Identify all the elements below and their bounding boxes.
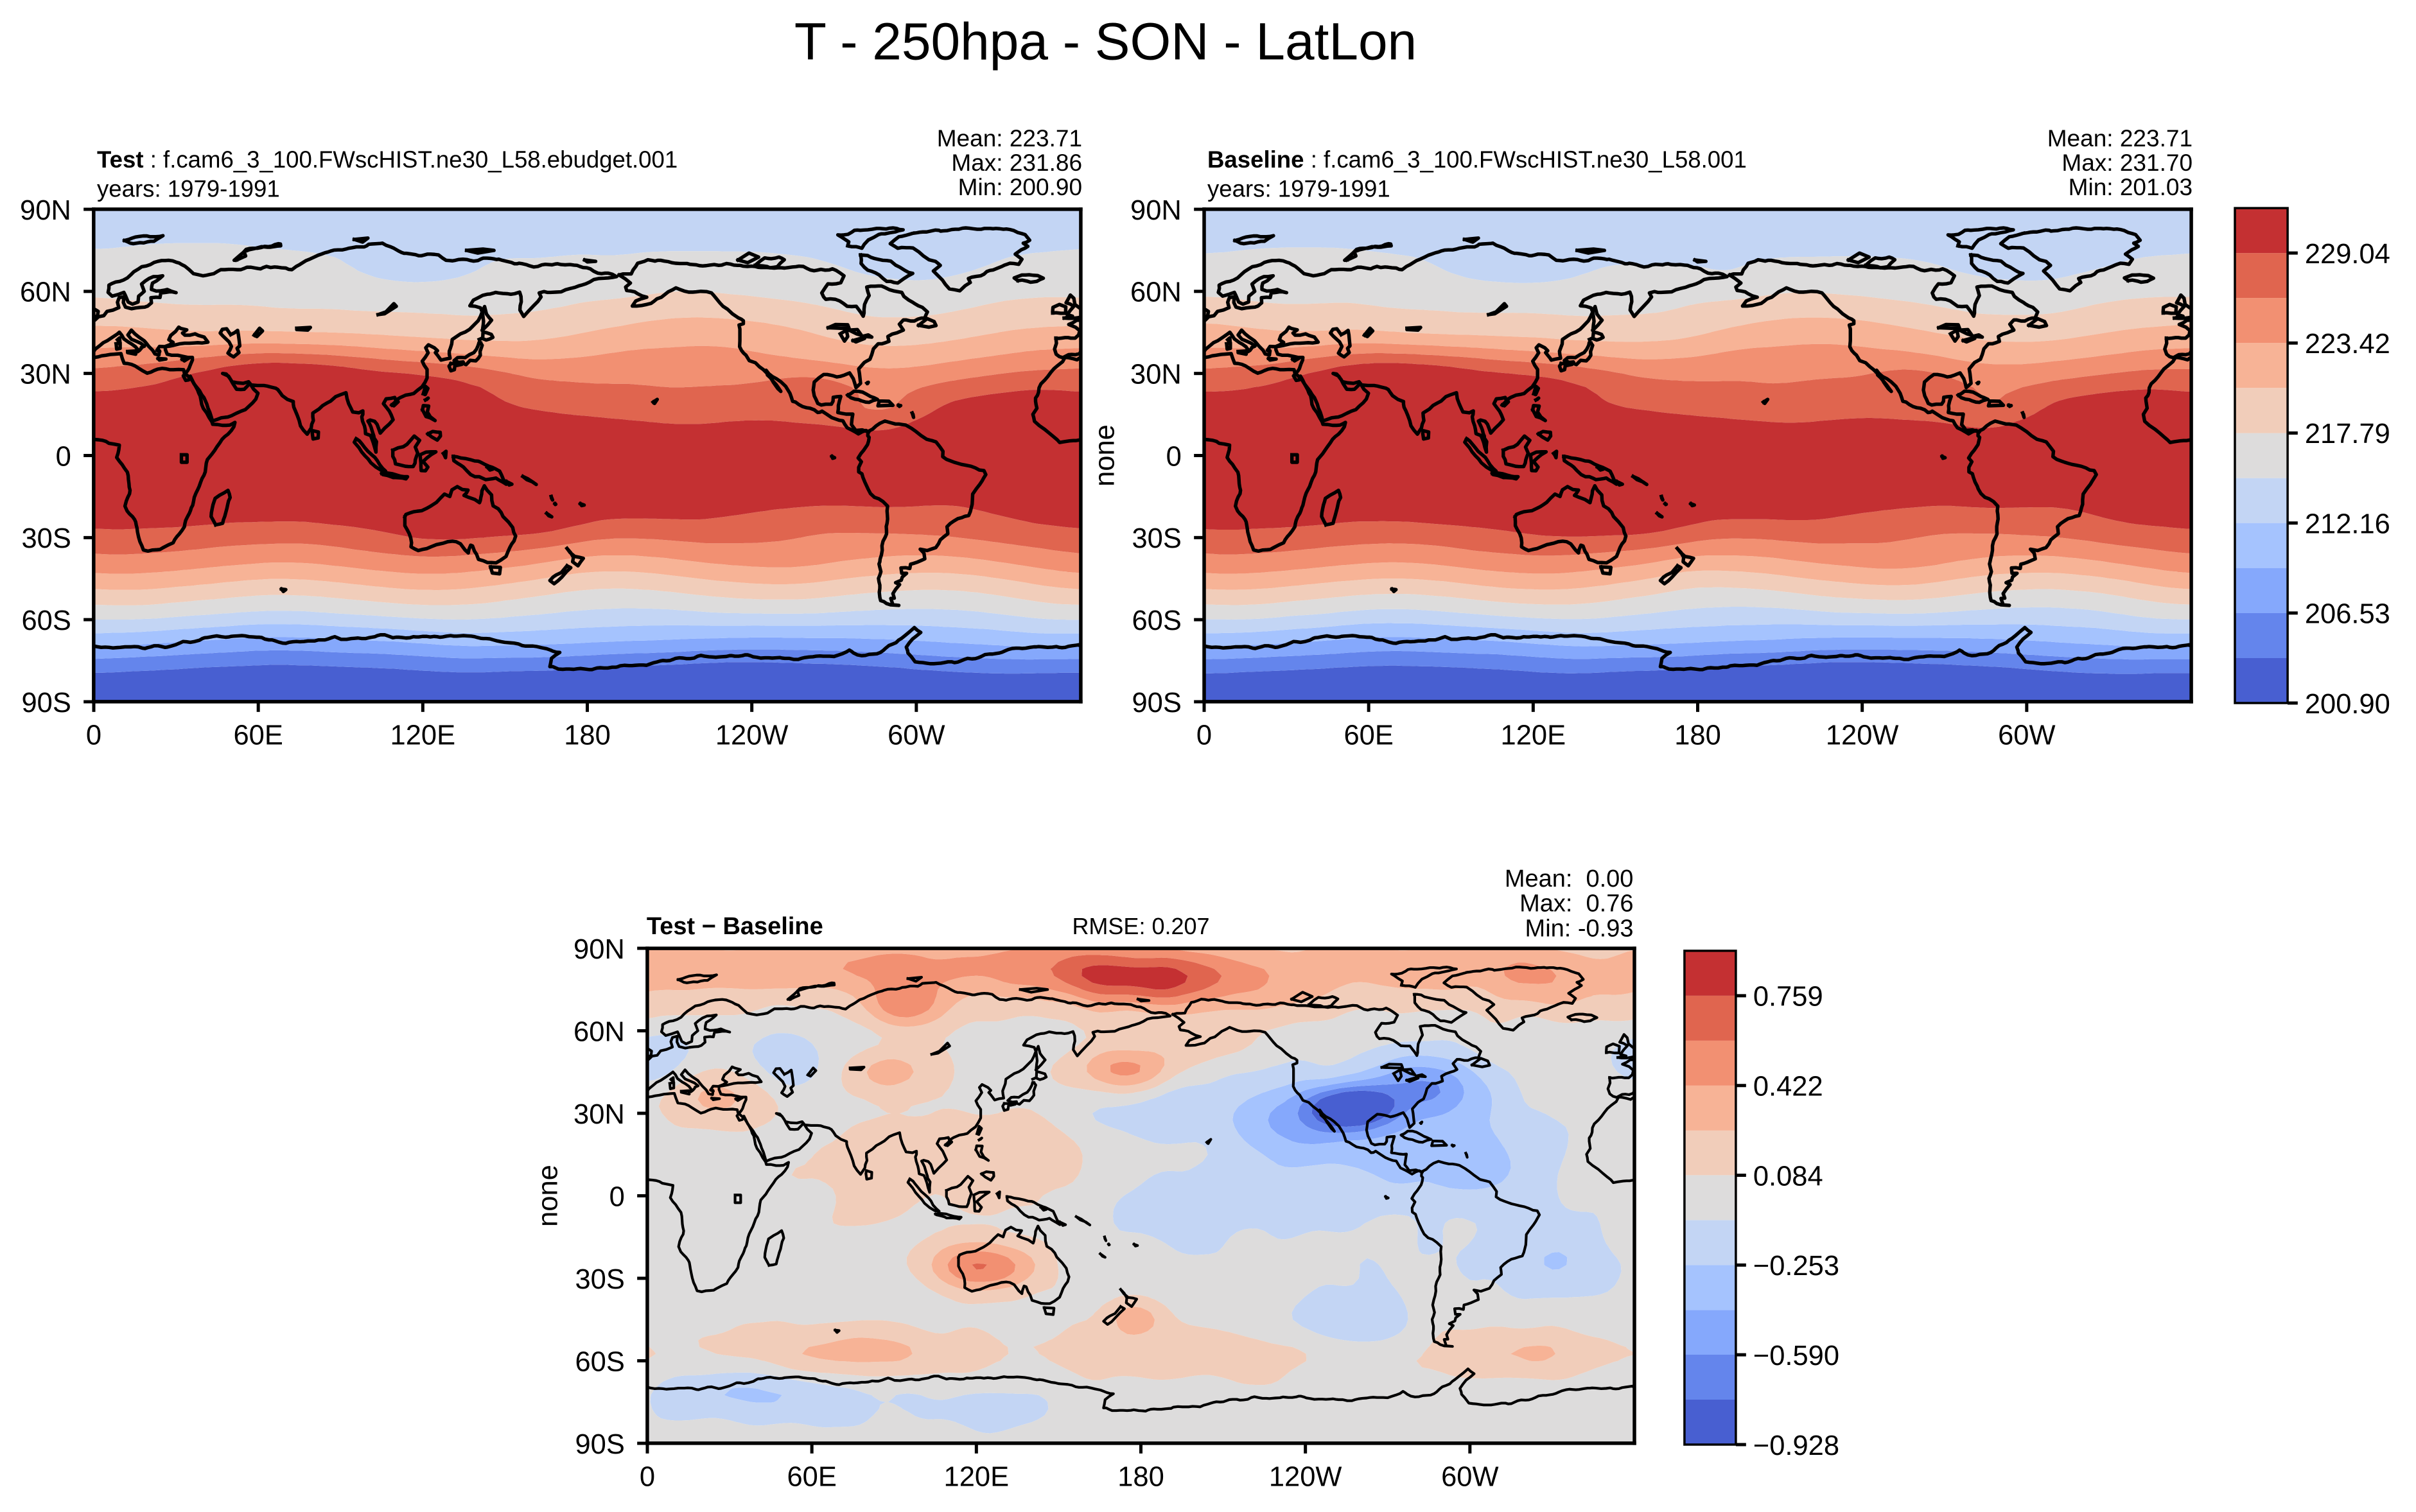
svg-text:years: 1979-1991: years: 1979-1991 (97, 175, 280, 202)
svg-text:223.42: 223.42 (2305, 329, 2390, 360)
svg-text:RMSE: 0.207: RMSE: 0.207 (1072, 913, 1209, 939)
svg-text:30S: 30S (21, 523, 71, 554)
svg-text:90S: 90S (575, 1429, 624, 1460)
svg-text:0: 0 (86, 720, 101, 751)
svg-text:120W: 120W (715, 720, 789, 751)
svg-text:60E: 60E (233, 720, 283, 751)
svg-text:Mean: 223.71: Mean: 223.71 (2047, 125, 2193, 152)
svg-text:180: 180 (1117, 1462, 1164, 1493)
svg-text:Test − Baseline: Test − Baseline (647, 913, 823, 940)
svg-text:0: 0 (1196, 720, 1212, 751)
svg-text:60W: 60W (888, 720, 945, 751)
svg-text:90N: 90N (1130, 195, 1182, 226)
svg-text:60N: 60N (1130, 277, 1182, 308)
svg-text:229.04: 229.04 (2305, 239, 2390, 270)
svg-text:Baseline: Baseline (1207, 146, 1304, 173)
svg-text:30S: 30S (1132, 523, 1181, 554)
svg-text:60E: 60E (1344, 720, 1393, 751)
svg-text:0: 0 (1166, 441, 1182, 472)
svg-text:0: 0 (56, 441, 71, 472)
svg-text:60W: 60W (1998, 720, 2055, 751)
svg-text:none: none (1089, 424, 1120, 487)
svg-text:90S: 90S (1132, 688, 1181, 718)
svg-text:−0.928: −0.928 (1753, 1430, 1839, 1461)
svg-text:90S: 90S (21, 688, 71, 718)
svg-text:217.79: 217.79 (2305, 419, 2390, 449)
svg-text:Max: 0.76: Max: 0.76 (1519, 891, 1633, 917)
svg-text:90N: 90N (573, 934, 625, 965)
svg-text:0.422: 0.422 (1753, 1071, 1823, 1102)
svg-text:Min: -0.93: Min: -0.93 (1525, 915, 1634, 942)
svg-text:Max: 231.86: Max: 231.86 (951, 150, 1082, 176)
svg-text:0.084: 0.084 (1753, 1161, 1823, 1192)
svg-text:60S: 60S (21, 605, 71, 636)
svg-text:−0.253: −0.253 (1753, 1251, 1839, 1282)
svg-text:212.16: 212.16 (2305, 508, 2390, 539)
svg-text:30N: 30N (573, 1099, 625, 1130)
svg-text:120W: 120W (1269, 1462, 1342, 1493)
svg-text:60E: 60E (787, 1462, 836, 1493)
svg-text:Mean: 223.71: Mean: 223.71 (937, 125, 1082, 152)
svg-text:60W: 60W (1441, 1462, 1498, 1493)
svg-text:Min: 201.03: Min: 201.03 (2069, 174, 2193, 200)
svg-text:none: none (532, 1165, 563, 1227)
svg-text:0: 0 (640, 1462, 655, 1493)
svg-text:−0.590: −0.590 (1753, 1341, 1839, 1371)
svg-text:206.53: 206.53 (2305, 599, 2390, 630)
svg-text:60S: 60S (575, 1346, 624, 1377)
svg-text:120W: 120W (1826, 720, 1899, 751)
svg-text:120E: 120E (1501, 720, 1566, 751)
svg-text:years: 1979-1991: years: 1979-1991 (1207, 175, 1390, 202)
svg-text:30S: 30S (575, 1264, 624, 1295)
svg-text:180: 180 (1674, 720, 1721, 751)
svg-text:: f.cam6_3_100.FWscHIST.ne30_L: : f.cam6_3_100.FWscHIST.ne30_L58.ebudget… (150, 146, 678, 173)
svg-text:120E: 120E (390, 720, 456, 751)
svg-text:200.90: 200.90 (2305, 689, 2390, 720)
svg-text:180: 180 (564, 720, 611, 751)
svg-text:Mean: 0.00: Mean: 0.00 (1505, 865, 1634, 892)
svg-text:30N: 30N (1130, 359, 1182, 390)
svg-text:30N: 30N (20, 359, 71, 390)
svg-text:Min: 200.90: Min: 200.90 (958, 174, 1082, 200)
svg-text:60S: 60S (1132, 605, 1181, 636)
svg-text:90N: 90N (20, 195, 71, 226)
svg-text:60N: 60N (573, 1016, 625, 1047)
svg-text:0: 0 (609, 1181, 625, 1212)
svg-text:T - 250hpa - SON - LatLon: T - 250hpa - SON - LatLon (794, 12, 1417, 71)
svg-text:60N: 60N (20, 277, 71, 308)
svg-text:0.759: 0.759 (1753, 982, 1823, 1012)
svg-text:Max: 231.70: Max: 231.70 (2061, 150, 2193, 176)
svg-text:120E: 120E (944, 1462, 1010, 1493)
svg-text:: f.cam6_3_100.FWscHIST.ne30_L: : f.cam6_3_100.FWscHIST.ne30_L58.001 (1311, 146, 1747, 173)
svg-text:Test: Test (97, 146, 144, 173)
